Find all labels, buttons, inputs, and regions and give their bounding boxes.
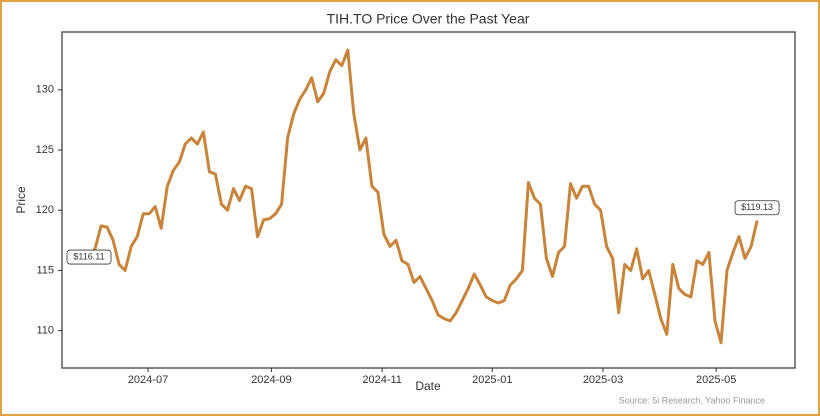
y-tick-label: 110 [36,325,54,337]
y-tick-label: 115 [36,264,54,276]
plot-frame [61,31,796,369]
price-line [87,48,759,345]
x-tick-label: 2024-11 [362,374,402,386]
x-tick-label: 2024-07 [128,374,168,386]
y-axis-label: Price [14,186,28,214]
x-tick-label: 2024-09 [251,374,291,386]
source-note: Source: 5i Research, Yahoo Finance [619,395,765,405]
x-axis-label: Date [415,379,441,393]
x-tick-label: 2025-01 [472,374,512,386]
value-label-box [734,200,780,216]
value-label-box [66,249,112,265]
y-tick-label: 120 [36,204,54,216]
value-label-group: $119.13 [734,200,780,216]
y-tick-label: 130 [36,84,54,96]
x-tick-label: 2025-05 [696,374,736,386]
value-label-group: $116.11 [66,249,112,265]
y-tick-label: 125 [36,144,54,156]
x-tick-label: 2025-03 [583,374,623,386]
value-label: $116.11 [73,251,104,261]
value-label: $119.13 [741,202,773,212]
chart-title: TIH.TO Price Over the Past Year [327,11,530,27]
